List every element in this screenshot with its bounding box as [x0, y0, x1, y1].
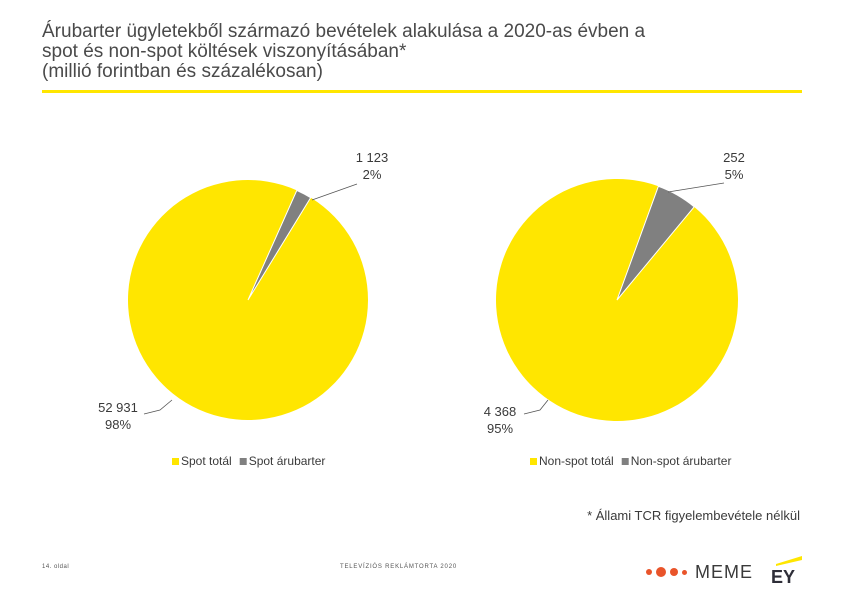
- footnote: * Állami TCR figyelembevétele nélkül: [587, 508, 800, 523]
- data-label-value: 1 123: [356, 150, 389, 165]
- legend-label: Non-spot totál: [539, 454, 614, 468]
- ey-logo-text: EY: [771, 567, 795, 586]
- data-label-percent: 98%: [105, 417, 131, 432]
- data-label-percent: 2%: [363, 167, 382, 182]
- leader-line: [311, 183, 358, 201]
- leader-line: [667, 182, 725, 193]
- pie-chart-non-spot: 4 368 95% 252 5% Non-spot totál Non-spot árub…: [484, 150, 745, 468]
- meme-dot-icon: [670, 568, 678, 576]
- title-underline: [42, 90, 802, 93]
- title-line-1: Árubarter ügyletekből származó bevételek…: [42, 21, 646, 42]
- data-label-value: 52 931: [98, 400, 138, 415]
- title-line-2: spot és non-spot költések viszonyításába…: [42, 41, 407, 62]
- pie-chart-spot: 52 931 98% 1 123 2% Spot totál Spot árubarter: [98, 150, 388, 468]
- legend-swatch: [530, 458, 537, 465]
- data-label-percent: 95%: [487, 421, 513, 436]
- page-title: Árubarter ügyletekből származó bevételek…: [42, 22, 802, 82]
- meme-dot-icon: [646, 569, 652, 575]
- legend-swatch: [172, 458, 179, 465]
- legend-label: Spot árubarter: [249, 454, 326, 468]
- ey-beam-icon: [776, 556, 802, 566]
- legend-label: Non-spot árubarter: [631, 454, 732, 468]
- meme-logo: MEME: [646, 560, 753, 584]
- leader-line: [523, 399, 549, 415]
- meme-dot-icon: [656, 567, 666, 577]
- report-name: TELEVÍZIÓS REKLÁMTORTA 2020: [340, 564, 457, 570]
- title-line-3: (millió forintban és százalékosan): [42, 61, 323, 82]
- legend-swatch: [239, 458, 247, 465]
- data-label-value: 252: [723, 150, 745, 165]
- pie-slice-non-spot-barter: [616, 185, 695, 301]
- legend-swatch: [621, 458, 629, 465]
- data-label-percent: 5%: [725, 167, 744, 182]
- ey-logo: EY: [771, 556, 802, 586]
- data-label-value: 4 368: [484, 404, 517, 419]
- page-number: 14. oldal: [42, 564, 70, 570]
- leader-line: [143, 399, 173, 415]
- pie-slice-spot-barter: [247, 189, 312, 301]
- meme-dot-icon: [682, 569, 687, 575]
- meme-logo-text: MEME: [695, 561, 753, 582]
- legend-label: Spot totál: [181, 454, 232, 468]
